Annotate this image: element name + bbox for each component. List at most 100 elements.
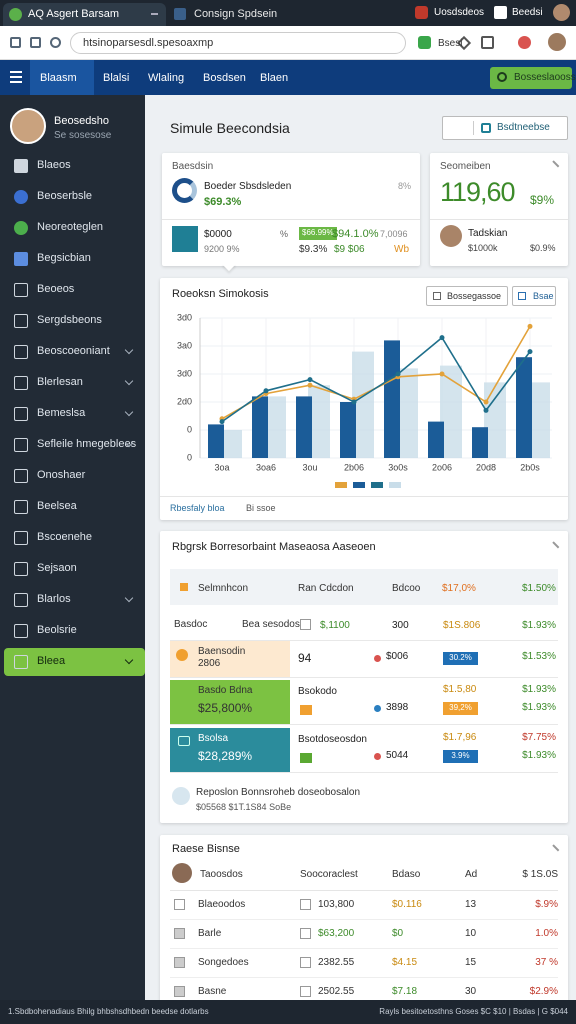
header-icon: [180, 583, 188, 591]
sidebar-item[interactable]: Bscoenehe: [37, 531, 93, 543]
amount: $94.1.0%: [332, 228, 379, 240]
sidebar-icon: [14, 221, 28, 235]
status-right: Rayls besitoetosthns Goses $C $10 | Bsda…: [379, 1007, 568, 1016]
nav-button[interactable]: [10, 37, 21, 48]
ext-icon: [418, 36, 431, 49]
sidebar-item[interactable]: Beoeos: [37, 283, 75, 295]
list-cell: 10: [465, 928, 477, 939]
checkbox[interactable]: [174, 986, 185, 997]
page-button[interactable]: Bsdtneebse: [442, 116, 568, 140]
nav-item[interactable]: Blaen: [260, 72, 289, 84]
checkbox[interactable]: [300, 899, 311, 910]
card: Seomeiben 119,60 $9% Tadskian $1000k $0.9%: [430, 153, 568, 266]
sidebar-icon: [14, 376, 28, 390]
sidebar-item[interactable]: Beelsea: [37, 500, 77, 512]
checkbox[interactable]: [300, 928, 311, 939]
sidebar-icon: [14, 407, 28, 421]
sidebar-item[interactable]: Blerlesan: [37, 376, 83, 388]
sidebar-item[interactable]: Begsicbian: [37, 252, 91, 264]
row-mid: $,1100: [320, 620, 350, 631]
list-cell: Blaeoodos: [198, 899, 246, 910]
nav-item[interactable]: Wlaling: [148, 72, 185, 84]
row-end: $7.75%: [522, 732, 556, 743]
list-cell: $.9%: [535, 899, 558, 910]
card: Roeoksn Simokosis Bossegassoe Bsae 0 0 2d0 3d0…: [160, 278, 568, 520]
sidebar-item[interactable]: Blarlos: [37, 593, 71, 605]
bar: [220, 430, 242, 458]
checkbox[interactable]: [300, 957, 311, 968]
card-title: Raese Bisnse: [172, 843, 240, 855]
tab-icon: [174, 8, 186, 20]
nav-button[interactable]: [50, 37, 61, 48]
x-tick-label: 2b0s: [520, 462, 540, 472]
profile-label[interactable]: Beedsi: [512, 7, 543, 18]
row-dot: [374, 655, 381, 662]
tab[interactable]: Consign Spdsein: [170, 3, 380, 26]
sidebar-item[interactable]: Sergdsbeons: [37, 314, 102, 326]
list-cell: $2.9%: [529, 986, 558, 997]
action-button[interactable]: Bosseslaooss: [490, 67, 576, 89]
checkbox[interactable]: [300, 986, 311, 997]
nav-button[interactable]: [30, 37, 41, 48]
avatar: [440, 225, 462, 247]
toolbar-icon[interactable]: [518, 36, 531, 49]
person-pct: $0.9%: [530, 243, 556, 253]
legend-swatch: [335, 482, 347, 488]
checkbox[interactable]: [174, 957, 185, 968]
footer-link[interactable]: Bi ssoe: [246, 503, 276, 513]
sidebar-item[interactable]: Bemeslsa: [37, 407, 86, 419]
x-tick-label: 3oa: [214, 462, 229, 472]
row-count: 300: [392, 620, 409, 631]
bar: [340, 402, 356, 458]
close[interactable]: [552, 541, 560, 549]
chart-button[interactable]: Bsae: [512, 286, 556, 306]
column-header: Bdaso: [392, 869, 421, 880]
toolbar-label[interactable]: Bsesi: [438, 38, 463, 49]
profile-icon: [494, 6, 507, 19]
sidebar-item[interactable]: Sefleile hmegeblees: [37, 438, 137, 450]
legend-swatch: [371, 482, 383, 488]
sidebar-icon: [14, 593, 28, 607]
nav-item[interactable]: Blaasm: [40, 72, 77, 84]
toolbar-icon[interactable]: [481, 36, 494, 49]
nav-item[interactable]: Blalsi: [103, 72, 130, 84]
row-divider: [170, 724, 558, 725]
list-cell: Songedoes: [198, 957, 249, 968]
column-header: $17,0%: [442, 583, 476, 594]
profile-label[interactable]: Uosdsdeos: [434, 7, 485, 18]
list-cell: 15: [465, 957, 477, 968]
footer-link[interactable]: Rbesfaly bloa: [170, 503, 225, 513]
checkbox[interactable]: [174, 899, 185, 910]
sidebar-icon: [14, 500, 28, 514]
close[interactable]: [552, 844, 560, 852]
checkbox[interactable]: [300, 619, 311, 630]
sidebar-icon: [14, 531, 28, 545]
chart: 0 0 2d0 3d0 3a0 3d0 3oa 3oa6 3ou 2b06 3o0s 2o06 20d8…: [177, 312, 552, 488]
sidebar-item[interactable]: Beolsrie: [37, 624, 77, 636]
menu-icon: [10, 81, 22, 83]
list-cell: 13: [465, 899, 477, 910]
page-title: Simule Beecondsia: [170, 120, 290, 136]
row-label: Bea sesodos: [242, 619, 300, 630]
bar: [516, 357, 532, 458]
nav-item[interactable]: Bosdsen: [203, 72, 246, 84]
column-header: $ 1S.0S: [522, 869, 558, 880]
sidebar-item[interactable]: Sejsaon: [37, 562, 77, 574]
tab[interactable]: AQ Asgert Barsam: [3, 3, 166, 26]
y-tick-label: 0: [187, 452, 192, 462]
checkbox[interactable]: [174, 928, 185, 939]
sidebar-item[interactable]: Beoscoeoniant: [37, 345, 110, 357]
sidebar-item[interactable]: Onoshaer: [37, 469, 86, 481]
sidebar-item[interactable]: Bleea: [37, 655, 66, 667]
sidebar-item[interactable]: Neoreoteglen: [37, 221, 104, 233]
column-header: Bdcoo: [392, 583, 421, 594]
sidebar-item[interactable]: Blaeos: [37, 159, 71, 171]
url-field[interactable]: htsinoparsesdl.spesoaxmp: [70, 32, 472, 54]
chart-button[interactable]: Bossegassoe: [426, 286, 508, 306]
close[interactable]: [552, 160, 560, 168]
card-title: Seomeiben: [440, 161, 491, 172]
y-tick-label: 3d0: [177, 312, 192, 322]
sidebar-item[interactable]: Beoserbsle: [37, 190, 93, 202]
bar: [208, 424, 224, 458]
sidebar-icon: [14, 624, 28, 638]
